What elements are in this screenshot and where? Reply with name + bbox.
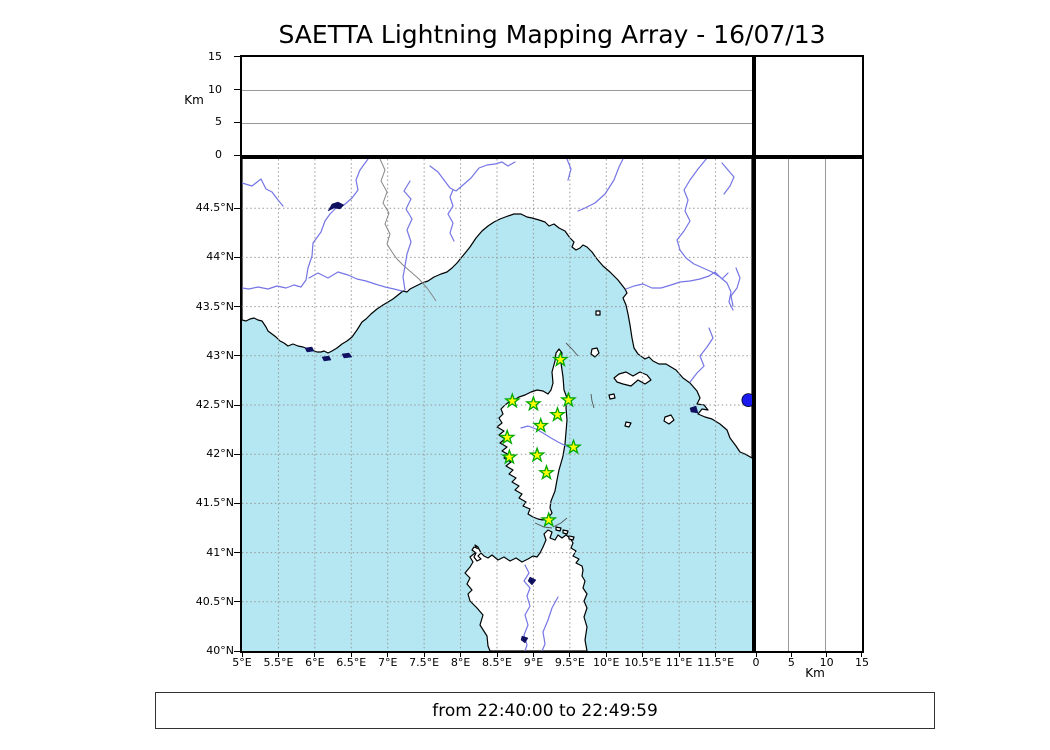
tick-mark — [569, 653, 570, 657]
tick-mark — [278, 653, 279, 657]
tick-mark — [756, 653, 757, 657]
lat-tick-label: 40°N — [182, 644, 234, 657]
tick-mark — [234, 155, 240, 156]
tick-mark — [234, 257, 240, 258]
lon-tick-label: 10°E — [593, 656, 619, 669]
lon-tick-label: 5.5°E — [263, 656, 293, 669]
tick-mark — [314, 653, 315, 657]
altitude-longitude-panel — [240, 55, 754, 159]
toulon-cape — [305, 347, 314, 352]
pianosa-island — [609, 394, 615, 399]
top-km-tick-label: 0 — [192, 148, 222, 161]
maddalena-island — [556, 527, 561, 531]
right-panel-gridline-5km — [788, 159, 789, 651]
tick-mark — [234, 601, 240, 602]
top-km-tick-label: 5 — [192, 115, 222, 128]
port-cros-islet — [342, 353, 352, 358]
tick-mark — [234, 454, 240, 455]
top-panel-gridline-10km — [242, 90, 752, 91]
tick-mark — [861, 653, 862, 657]
lon-tick-label: 7.5°E — [409, 656, 439, 669]
tick-mark — [497, 653, 498, 657]
time-range-label: from 22:40:00 to 22:49:59 — [432, 701, 658, 721]
lat-tick-label: 40.5°N — [182, 595, 234, 608]
tick-mark — [606, 653, 607, 657]
water-dot-layer — [742, 394, 752, 407]
km-unit-label-right: Km — [800, 666, 830, 680]
tick-mark — [715, 653, 716, 657]
tick-mark — [826, 653, 827, 657]
caprera-island — [563, 530, 568, 534]
tuscan-line — [591, 394, 594, 408]
top-panel-gridline-5km — [242, 123, 752, 124]
orbetello-lagoon — [690, 406, 698, 413]
lon-tick-label: 6.5°E — [336, 656, 366, 669]
tick-mark — [679, 653, 680, 657]
tick-mark — [533, 653, 534, 657]
tick-mark — [460, 653, 461, 657]
capcorse-line — [566, 343, 578, 356]
elba-island — [614, 372, 651, 386]
porquerolles-islet — [322, 356, 331, 361]
right-km-tick-label: 5 — [788, 656, 795, 669]
mainland-coastline — [242, 159, 752, 458]
lake-dot — [742, 394, 752, 407]
tick-mark — [424, 653, 425, 657]
tick-mark — [234, 89, 240, 90]
lat-tick-label: 43°N — [182, 349, 234, 362]
montecristo-island — [625, 422, 631, 427]
station-marker — [567, 440, 580, 453]
tick-mark — [234, 355, 240, 356]
lon-tick-label: 9°E — [524, 656, 543, 669]
lon-tick-label: 8°E — [451, 656, 470, 669]
time-range-box: from 22:40:00 to 22:49:59 — [155, 692, 935, 729]
tick-mark — [234, 651, 240, 652]
tick-mark — [242, 653, 243, 657]
lat-tick-label: 42.5°N — [182, 398, 234, 411]
lma-figure: SAETTA Lightning Mapping Array - 16/07/1… — [0, 0, 1050, 750]
bonifacio-line-east — [553, 518, 567, 527]
right-panel-gridline-10km — [825, 159, 826, 651]
lon-tick-label: 8.5°E — [482, 656, 512, 669]
lon-tick-label: 6°E — [305, 656, 324, 669]
lon-tick-label: 9.5°E — [555, 656, 585, 669]
sardinia-coastline — [465, 530, 587, 651]
altitude-corner-box — [752, 55, 864, 159]
tick-mark — [387, 653, 388, 657]
lon-tick-label: 10.5°E — [624, 656, 661, 669]
page-title: SAETTA Lightning Mapping Array - 16/07/1… — [242, 20, 862, 49]
right-km-tick-label: 0 — [753, 656, 760, 669]
tick-mark — [791, 653, 792, 657]
lat-tick-label: 44°N — [182, 250, 234, 263]
tick-mark — [234, 208, 240, 209]
lat-tick-label: 44.5°N — [182, 201, 234, 214]
tick-mark — [234, 122, 240, 123]
tick-mark — [234, 552, 240, 553]
lon-tick-label: 5°E — [232, 656, 251, 669]
tick-mark — [234, 503, 240, 504]
map-canvas — [242, 159, 752, 651]
tick-mark — [351, 653, 352, 657]
lon-tick-label: 7°E — [378, 656, 397, 669]
lat-tick-label: 41.5°N — [182, 496, 234, 509]
lon-tick-label: 11.5°E — [697, 656, 734, 669]
gorgona-island — [596, 311, 600, 315]
giglio-island — [664, 415, 674, 424]
lat-tick-label: 43.5°N — [182, 300, 234, 313]
lat-tick-label: 42°N — [182, 447, 234, 460]
km-unit-label-left: Km — [181, 93, 207, 107]
lat-tick-label: 41°N — [182, 546, 234, 559]
tick-mark — [234, 405, 240, 406]
top-km-tick-label: 15 — [192, 50, 222, 63]
tick-mark — [642, 653, 643, 657]
lon-tick-label: 11°E — [666, 656, 692, 669]
map-panel — [240, 159, 752, 653]
tick-mark — [234, 306, 240, 307]
tick-mark — [234, 56, 240, 57]
altitude-latitude-panel — [752, 159, 864, 653]
right-km-tick-label: 15 — [855, 656, 869, 669]
